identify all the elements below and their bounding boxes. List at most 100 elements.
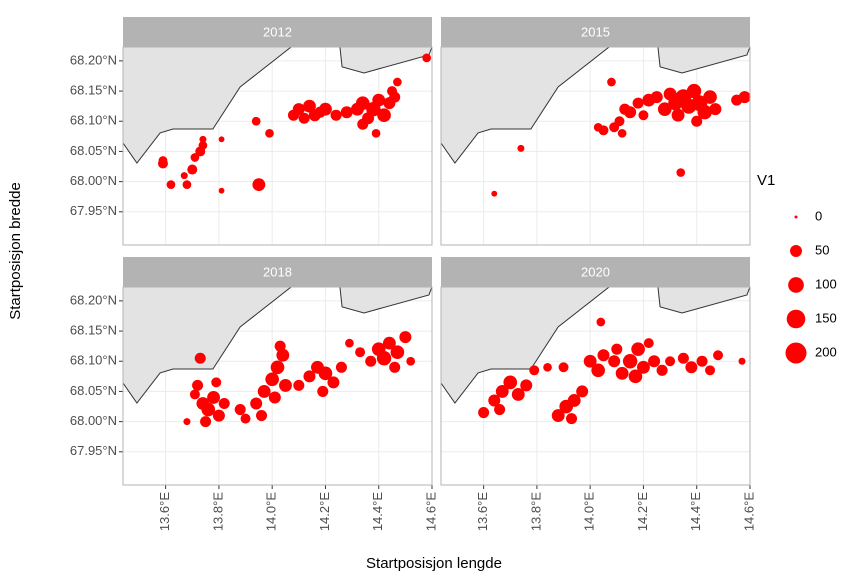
point — [270, 360, 285, 375]
y-tick-label: 67.95°N — [70, 443, 117, 458]
point — [529, 365, 540, 376]
y-tick-label: 68.05°N — [70, 383, 117, 398]
point — [268, 391, 281, 404]
point — [218, 397, 230, 410]
point — [609, 122, 620, 133]
point — [194, 352, 206, 364]
y-tick-label: 68.05°N — [70, 143, 117, 158]
point — [292, 103, 305, 116]
y-axis-title: Startposisjon bredde — [7, 182, 24, 320]
point — [657, 102, 672, 117]
point — [399, 331, 412, 344]
y-tick-label: 68.10°N — [70, 113, 117, 128]
point — [624, 106, 637, 119]
point — [393, 77, 402, 87]
x-tick-label: 13.6°E — [157, 492, 172, 532]
point — [406, 356, 416, 366]
strip — [123, 17, 432, 47]
panel-border — [122, 286, 433, 486]
point — [495, 385, 509, 398]
point — [335, 361, 347, 373]
point — [676, 168, 686, 177]
point — [257, 385, 271, 398]
x-tick-label: 14.0°E — [264, 492, 279, 532]
point — [643, 338, 654, 349]
point — [319, 102, 332, 116]
point — [276, 348, 290, 362]
point — [265, 128, 274, 138]
point — [389, 361, 401, 373]
point — [303, 99, 316, 113]
point — [218, 187, 225, 194]
point — [697, 105, 712, 120]
point — [648, 355, 661, 368]
land — [657, 47, 750, 74]
point — [478, 407, 490, 419]
x-tick-label: 13.8°E — [528, 492, 543, 532]
point — [677, 352, 689, 364]
y-tick-label: 68.10°N — [70, 353, 117, 368]
strip-label: 2012 — [263, 24, 292, 39]
panel-content — [441, 287, 750, 485]
point — [738, 91, 751, 104]
point — [293, 379, 305, 391]
point — [183, 418, 191, 426]
strip — [441, 17, 750, 47]
point — [511, 388, 525, 401]
x-tick-label: 14.4°E — [370, 492, 385, 532]
strip-label: 2015 — [581, 24, 610, 39]
legend-key — [786, 309, 806, 329]
panel-border — [440, 286, 751, 486]
point — [637, 360, 650, 374]
x-tick-label: 13.8°E — [210, 492, 225, 532]
land — [339, 47, 432, 74]
point — [488, 394, 501, 407]
legend-label: 0 — [815, 208, 822, 223]
point — [583, 354, 597, 368]
point — [234, 404, 246, 416]
point — [596, 317, 606, 327]
x-tick-label: 14.4°E — [688, 492, 703, 532]
point — [615, 366, 629, 380]
point — [371, 128, 381, 138]
point — [303, 370, 316, 383]
legend-title: V1 — [757, 172, 775, 189]
panel-border — [122, 46, 433, 246]
point — [617, 128, 627, 138]
land — [657, 287, 750, 314]
point — [705, 365, 716, 376]
point — [503, 375, 518, 390]
x-tick-label: 14.6°E — [423, 492, 438, 532]
legend-label: 50 — [815, 242, 829, 257]
point — [218, 136, 225, 143]
point — [696, 355, 708, 367]
point — [567, 394, 581, 407]
point — [327, 376, 340, 389]
point — [265, 372, 279, 387]
point — [345, 338, 354, 348]
point — [558, 362, 569, 373]
point — [543, 362, 552, 372]
point — [576, 385, 589, 398]
legend-key — [794, 215, 798, 219]
point — [279, 378, 292, 392]
panel-border — [440, 46, 751, 246]
point — [200, 416, 212, 428]
y-tick-label: 68.20°N — [70, 52, 117, 67]
y-tick-label: 68.20°N — [70, 292, 117, 307]
point — [494, 404, 506, 416]
legend-label: 100 — [815, 276, 837, 291]
point — [685, 361, 698, 374]
x-axis-title: Startposisjon lengde — [366, 555, 502, 572]
y-tick-label: 68.15°N — [70, 83, 117, 98]
point — [631, 342, 645, 357]
point — [255, 410, 268, 422]
point — [703, 90, 717, 104]
point — [240, 413, 251, 424]
y-tick-label: 68.00°N — [70, 173, 117, 188]
point — [650, 91, 663, 104]
point — [628, 369, 643, 384]
point — [318, 366, 333, 381]
x-tick-label: 14.6°E — [741, 492, 756, 532]
point — [390, 345, 405, 360]
